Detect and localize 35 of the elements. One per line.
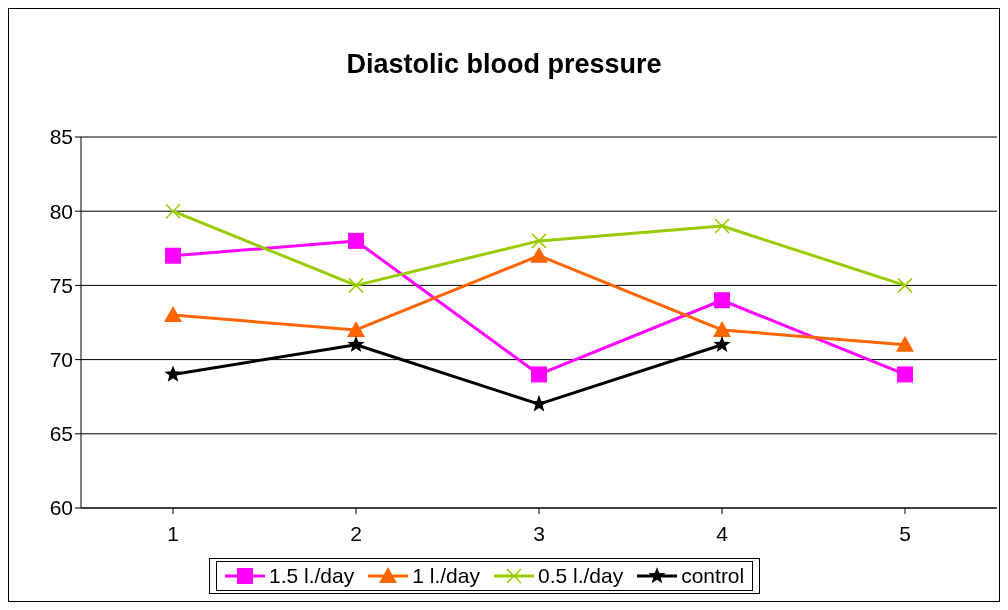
legend-label: 1 l./day — [412, 564, 480, 588]
y-tick-label: 85 — [49, 125, 73, 149]
x-tick-label: 2 — [350, 521, 362, 545]
point — [714, 218, 730, 234]
point — [347, 335, 365, 353]
point — [531, 233, 547, 249]
point — [531, 366, 547, 383]
point — [897, 277, 913, 294]
point — [347, 320, 365, 337]
y-tick-label: 65 — [49, 422, 73, 446]
point — [164, 365, 182, 382]
x-tick-label: 4 — [716, 521, 729, 545]
x-tick-label: 1 — [167, 521, 179, 545]
point — [164, 306, 182, 323]
point — [713, 320, 731, 337]
point — [713, 335, 731, 353]
point — [530, 246, 548, 263]
legend-label: 1.5 l./day — [269, 564, 355, 588]
x-tick-label: 3 — [533, 521, 545, 545]
y-tick-label: 75 — [49, 273, 73, 297]
y-tick-label: 70 — [49, 348, 73, 372]
point — [165, 203, 181, 219]
y-tick-label: 80 — [49, 199, 73, 223]
point — [714, 292, 730, 309]
point — [165, 247, 181, 264]
point — [348, 232, 364, 249]
legend-label: control — [681, 564, 745, 588]
y-tick-label: 60 — [49, 496, 73, 520]
point — [530, 395, 548, 412]
point — [896, 335, 914, 352]
legend-label: 0.5 l./day — [537, 564, 624, 588]
chart-title: Diastolic blood pressure — [345, 48, 663, 81]
point — [348, 277, 364, 294]
point — [897, 366, 913, 383]
x-tick-label: 5 — [899, 521, 911, 545]
